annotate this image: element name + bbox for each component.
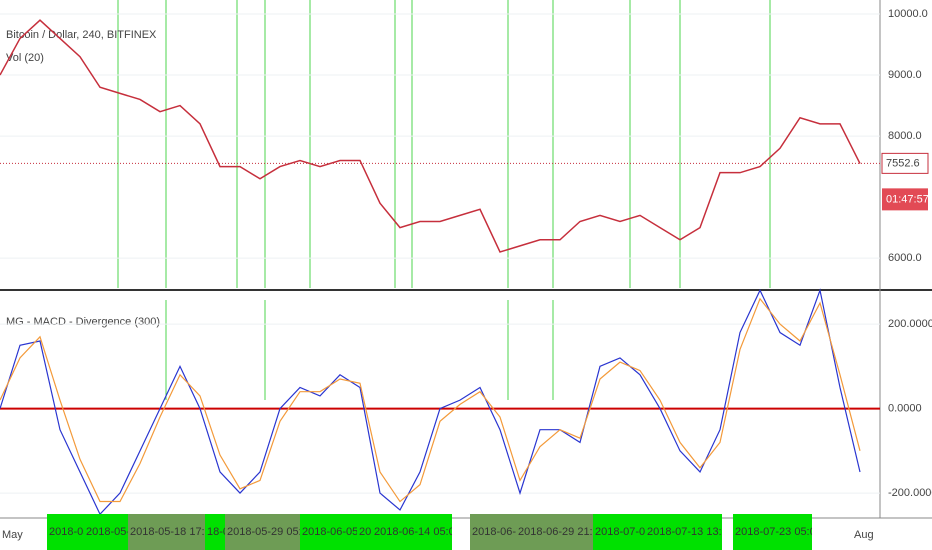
signal-date-label: 2018-05-13 0	[84, 514, 130, 550]
signal-date-label: 201	[357, 514, 374, 550]
signal-date-label: 2018-05-29 05:00:00	[225, 514, 302, 550]
indicator-title: MG - MACD - Divergence (300)	[6, 316, 160, 328]
y-tick-label: 10000.0	[888, 8, 928, 20]
y-tick-label: 9000.0	[888, 69, 922, 81]
signal-date-label: 18-05	[205, 514, 227, 550]
signal-date-label: 2018-06-14 05:00:00	[372, 514, 452, 550]
countdown-tag	[882, 188, 928, 211]
signal-date-label: 2018-06-05 21:0	[300, 514, 359, 550]
series-line	[0, 19, 861, 253]
countdown-text: 01:47:57	[886, 193, 929, 205]
x-tick-label: May	[2, 529, 23, 541]
signal-date-label: 2018-07-07 21	[593, 514, 647, 550]
signal-lines	[117, 0, 771, 400]
y-tick-label: -200.0000	[888, 487, 932, 499]
signal-date-label: 2018-06-24 2	[470, 514, 518, 550]
signal-line	[165, 300, 554, 400]
chart-title: Bitcoin / Dollar, 240, BITFINEX	[6, 29, 157, 41]
x-tick-label: Aug	[854, 529, 874, 541]
price-tag	[881, 152, 929, 174]
y-tick-label: 0.0000	[888, 402, 922, 414]
signal-date-label: 2018-07-13 13:00:00	[645, 514, 722, 550]
y-tick-label: 6000.0	[888, 252, 922, 264]
indicator-label: Vol (20)	[6, 52, 44, 64]
signal-date-label: 2018-05-18 17:00:00	[128, 514, 207, 550]
series-line	[0, 288, 861, 516]
y-tick-label: 8000.0	[888, 130, 922, 142]
price-tag-text: 7552.6	[886, 157, 920, 169]
y-tick-label: 200.0000	[888, 318, 932, 330]
series-line	[0, 297, 861, 503]
signal-date-label: 2018-05-	[47, 514, 86, 550]
signal-line	[117, 0, 771, 288]
signal-date-label: 2018-07-23 05:00:00	[733, 514, 812, 550]
signal-date-label: 2018-06-29 21:00:00	[516, 514, 595, 550]
